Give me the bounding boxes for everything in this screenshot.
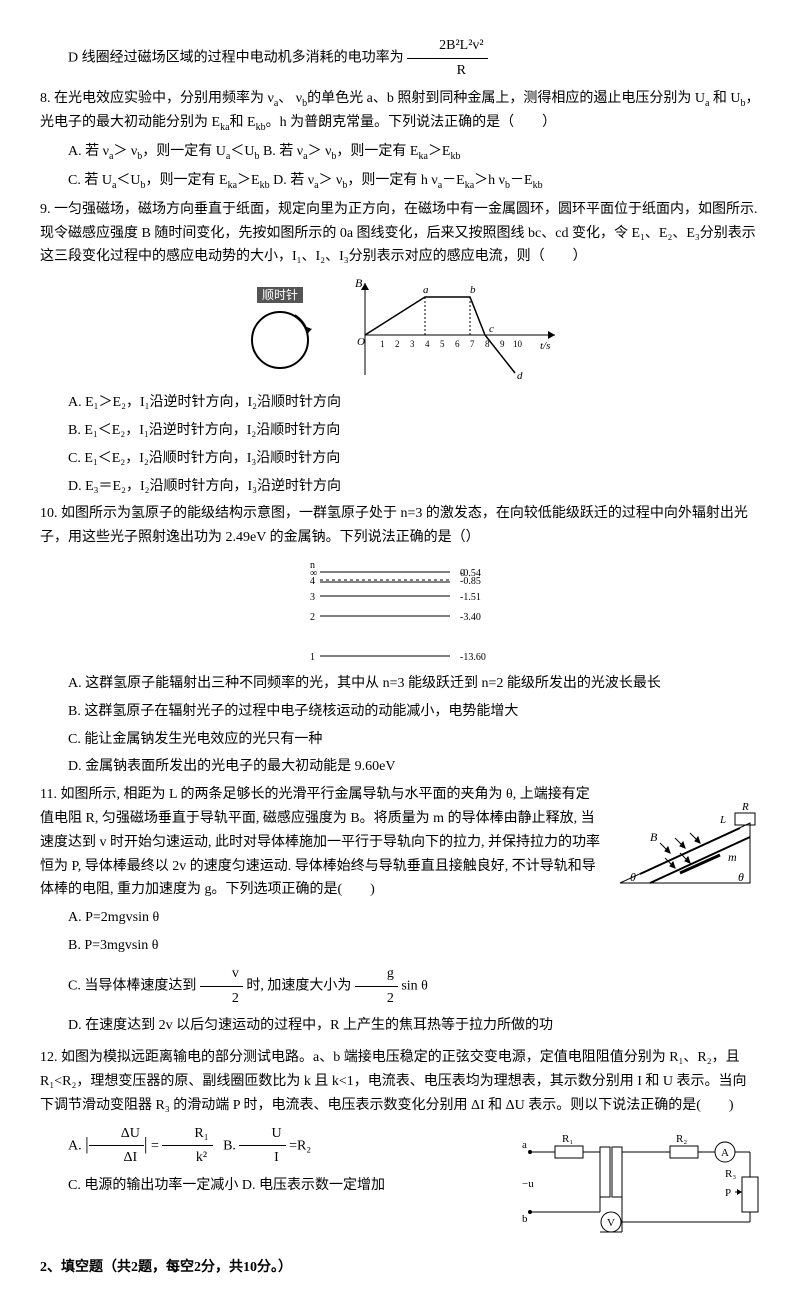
q7d-prefix: D 线圈经过磁场区域的过程中电动机多消耗的电功率为	[68, 51, 404, 66]
q11-option-d: D. 在速度达到 2v 以后匀速运动的过程中，R 上产生的焦耳热等于拉力所做的功	[40, 1014, 760, 1038]
svg-text:b: b	[522, 1213, 528, 1225]
section-fill: 2、填空题（共2题，每空2分，共10分。）	[40, 1256, 760, 1280]
svg-text:θ: θ	[630, 870, 636, 884]
q12-block: 12. 如图为模拟远距离输电的部分测试电路。a、b 端接电压稳定的正弦交变电源，…	[40, 1046, 760, 1198]
q10-option-b: B. 这群氢原子在辐射光子的过程中电子绕核运动的动能减小，电势能增大	[40, 700, 760, 724]
q8-stem: 8. 在光电效应实验中，分别用频率为 νa、 νb的单色光 a、b 照射到同种金…	[40, 87, 760, 137]
svg-text:V: V	[607, 1217, 615, 1229]
svg-text:3: 3	[310, 592, 315, 603]
incline-diagram: R L B m θ θ	[610, 783, 760, 893]
q12-stem: 12. 如图为模拟远距离输电的部分测试电路。a、b 端接电压稳定的正弦交变电源，…	[40, 1046, 760, 1117]
svg-text:t/s: t/s	[540, 340, 550, 352]
q10-option-d: D. 金属钠表面所发出的光电子的最大初动能是 9.60eV	[40, 755, 760, 779]
q7-option-d: D 线圈经过磁场区域的过程中电动机多消耗的电功率为 2B²L²v² R	[40, 34, 760, 83]
svg-text:B: B	[355, 276, 363, 290]
svg-text:-1.51: -1.51	[460, 592, 481, 603]
svg-text:θ: θ	[738, 870, 744, 884]
svg-text:2: 2	[395, 339, 400, 349]
q9-option-a: A. E₁＞E₂，I₁沿逆时针方向，I₂沿顺时针方向	[40, 391, 760, 415]
svg-text:R₃: R₃	[725, 1168, 736, 1180]
q10-option-c: C. 能让金属钠发生光电效应的光只有一种	[40, 728, 760, 752]
q9-stem: 9. 一匀强磁场，磁场方向垂直于纸面，规定向里为正方向，在磁场中有一金属圆环，圆…	[40, 198, 760, 269]
svg-text:3: 3	[410, 339, 415, 349]
q8-option-cd: C. 若 Ua＜Ub，则一定有 Eka＞Ekb D. 若 νa＞ νb，则一定有…	[40, 169, 760, 194]
svg-text:R₂: R₂	[676, 1133, 687, 1145]
svg-text:6: 6	[455, 339, 460, 349]
svg-text:顺时针: 顺时针	[262, 287, 298, 302]
svg-text:a: a	[522, 1139, 527, 1151]
q7d-fraction: 2B²L²v² R	[407, 34, 487, 83]
svg-text:5: 5	[440, 339, 445, 349]
svg-text:1: 1	[310, 652, 315, 663]
q8-option-ab: A. 若 νa＞ νb，则一定有 Ua＜Ub B. 若 νa＞ νb，则一定有 …	[40, 140, 760, 165]
svg-text:b: b	[470, 284, 476, 296]
svg-text:-0.54: -0.54	[460, 568, 481, 579]
svg-text:1: 1	[380, 339, 385, 349]
svg-text:d: d	[517, 370, 523, 382]
svg-text:c: c	[489, 323, 494, 335]
q9-option-d: D. E₃＝E₂，I₂沿顺时针方向，I₃沿逆时针方向	[40, 475, 760, 499]
q9-figures: 顺时针 B t/s O 123 456 78910 a b c d	[40, 275, 760, 385]
svg-text:P: P	[725, 1187, 731, 1199]
q10-option-a: A. 这群氢原子能辐射出三种不同频率的光，其中从 n=3 能级跃迁到 n=2 能…	[40, 672, 760, 696]
q10-figure: n ∞0 4-0.85 -0.54 3-1.51 2-3.40 1-13.60	[40, 556, 760, 666]
b-t-graph: B t/s O 123 456 78910 a b c d	[345, 275, 565, 385]
svg-text:−u: −u	[522, 1178, 534, 1190]
q11-option-b: B. P=3mgvsin θ	[40, 934, 760, 958]
ring-diagram: 顺时针	[235, 285, 325, 375]
svg-text:9: 9	[500, 339, 505, 349]
svg-text:A: A	[721, 1147, 729, 1159]
svg-text:7: 7	[470, 339, 475, 349]
svg-text:m: m	[728, 850, 737, 864]
circuit-diagram: a b −u R₁ V R₂ A R₃ P	[520, 1122, 760, 1242]
q11-option-c: C. 当导体棒速度达到 v2 时, 加速度大小为 g2 sin θ	[40, 962, 760, 1011]
svg-text:-13.60: -13.60	[460, 652, 486, 663]
svg-text:R: R	[741, 801, 749, 813]
q11-block: R L B m θ θ 11. 如图所示, 相距为 L 的两条足够长的光滑平行金…	[40, 783, 760, 1038]
svg-text:O: O	[357, 336, 365, 348]
svg-text:L: L	[719, 814, 726, 826]
svg-text:R₁: R₁	[562, 1133, 573, 1145]
svg-text:a: a	[423, 284, 429, 296]
q11-option-a: A. P=2mgvsin θ	[40, 906, 760, 930]
energy-levels-diagram: n ∞0 4-0.85 -0.54 3-1.51 2-3.40 1-13.60	[290, 556, 510, 666]
svg-text:4: 4	[425, 339, 430, 349]
q9-option-b: B. E₁＜E₂，I₁沿逆时针方向，I₂沿顺时针方向	[40, 419, 760, 443]
svg-text:10: 10	[513, 339, 523, 349]
svg-text:4: 4	[310, 576, 315, 587]
q10-stem: 10. 如图所示为氢原子的能级结构示意图，一群氢原子处于 n=3 的激发态，在向…	[40, 502, 760, 550]
svg-text:-3.40: -3.40	[460, 612, 481, 623]
svg-text:2: 2	[310, 612, 315, 623]
svg-text:B: B	[650, 830, 658, 844]
q9-option-c: C. E₁＜E₂，I₂沿顺时针方向，I₃沿顺时针方向	[40, 447, 760, 471]
